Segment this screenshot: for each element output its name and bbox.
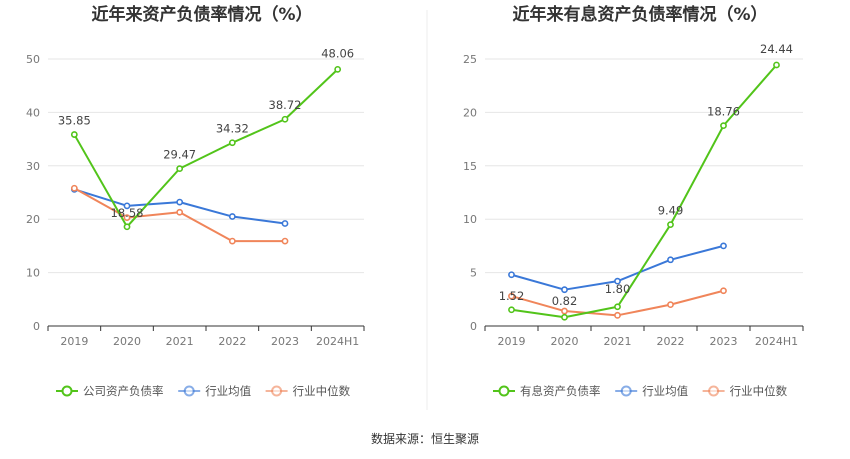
x-tick-label: 2020 — [113, 335, 141, 348]
asset-liability-ratio-chart: 近年来资产负债率情况（%） 0 10 20 30 40 50 2019 2020 2021 2022… — [26, 4, 365, 398]
data-label: 1.80 — [605, 282, 631, 296]
data-point — [281, 237, 289, 245]
data-label: 0.82 — [552, 294, 578, 308]
data-point — [123, 202, 131, 210]
series-line — [73, 68, 339, 228]
data-point — [561, 313, 568, 321]
data-label: 18.58 — [111, 206, 144, 220]
x-tick-label: 2024H1 — [755, 335, 798, 348]
data-point — [720, 122, 727, 130]
data-point — [123, 223, 131, 231]
data-point — [176, 165, 184, 173]
x-tick-label: 2022 — [657, 335, 685, 348]
legend-label: 行业均值 — [205, 384, 251, 398]
data-label: 38.72 — [269, 98, 302, 112]
data-point — [667, 301, 674, 309]
data-point — [228, 139, 236, 147]
interest-bearing-liability-ratio-chart: 近年来有息资产负债率情况（%） 0 5 10 15 20 25 2019 2020 2021 202… — [463, 4, 804, 398]
data-point — [508, 306, 515, 314]
data-point — [614, 311, 621, 319]
data-label: 18.76 — [707, 105, 740, 119]
chart-title: 近年来资产负债率情况（%） — [91, 4, 312, 25]
legend-item[interactable]: 行业中位数 — [265, 384, 351, 398]
x-tick-label: 2021 — [604, 335, 632, 348]
x-tick-label: 2023 — [271, 335, 299, 348]
chart-title: 近年来有息资产负债率情况（%） — [512, 4, 767, 25]
data-point — [614, 277, 621, 285]
data-point — [508, 271, 515, 279]
legend-marker — [620, 385, 632, 397]
y-tick-label: 10 — [26, 267, 40, 280]
legend-label: 行业均值 — [642, 384, 688, 398]
y-tick-label: 40 — [26, 106, 40, 119]
data-point — [70, 184, 78, 192]
data-point — [561, 307, 568, 315]
y-tick-label: 0 — [33, 320, 40, 333]
data-point — [720, 287, 727, 295]
x-tick-label: 2023 — [710, 335, 738, 348]
legend-marker — [61, 385, 73, 397]
data-point — [667, 221, 674, 229]
legend-label: 有息资产负债率 — [520, 384, 601, 398]
y-tick-label: 0 — [470, 320, 477, 333]
x-tick-label: 2019 — [60, 335, 88, 348]
legend-label: 行业中位数 — [293, 384, 351, 398]
y-tick-label: 5 — [470, 267, 477, 280]
data-point — [70, 131, 78, 138]
data-point — [773, 61, 780, 69]
data-point — [176, 208, 184, 216]
x-tick-label: 2021 — [166, 335, 194, 348]
y-tick-label: 30 — [26, 160, 40, 173]
data-label: 9.49 — [658, 204, 684, 218]
data-point — [508, 292, 515, 300]
legend-marker — [708, 385, 720, 397]
legend-item[interactable]: 有息资产负债率 — [493, 384, 601, 398]
legend-label: 公司资产负债率 — [83, 384, 164, 398]
data-label: 48.06 — [321, 46, 354, 60]
data-point — [123, 214, 131, 221]
data-label: 29.47 — [163, 148, 196, 162]
legend-marker — [498, 385, 510, 397]
data-point — [281, 220, 289, 227]
source-text: 数据来源：恒生聚源 — [371, 431, 479, 446]
data-point — [334, 65, 342, 73]
x-tick-label: 2019 — [498, 335, 526, 348]
legend-marker — [183, 385, 195, 397]
legend-item[interactable]: 行业均值 — [178, 384, 252, 398]
legend-item[interactable]: 公司资产负债率 — [56, 384, 164, 398]
data-point — [614, 303, 621, 311]
legend-marker — [271, 385, 283, 397]
data-point — [720, 242, 727, 250]
x-tick-label: 2024H1 — [316, 335, 359, 348]
data-label: 1.52 — [499, 289, 525, 303]
y-tick-label: 15 — [463, 160, 477, 173]
data-point — [561, 286, 568, 294]
series-line — [511, 64, 778, 319]
legend-item[interactable]: 行业中位数 — [702, 384, 788, 398]
data-label: 24.44 — [760, 42, 793, 56]
y-tick-label: 20 — [26, 213, 40, 226]
y-tick-label: 50 — [26, 53, 40, 66]
data-point — [228, 213, 236, 220]
y-tick-label: 10 — [463, 213, 477, 226]
legend-label: 行业中位数 — [730, 384, 788, 398]
data-label: 34.32 — [216, 122, 249, 136]
data-point — [176, 198, 184, 206]
y-tick-label: 25 — [463, 53, 477, 66]
x-tick-label: 2022 — [218, 335, 246, 348]
data-point — [281, 115, 289, 123]
legend-item[interactable]: 行业均值 — [615, 384, 689, 398]
y-tick-label: 20 — [463, 106, 477, 119]
x-tick-label: 2020 — [551, 335, 579, 348]
data-point — [667, 256, 674, 264]
data-point — [228, 237, 236, 245]
data-label: 35.85 — [58, 114, 91, 128]
